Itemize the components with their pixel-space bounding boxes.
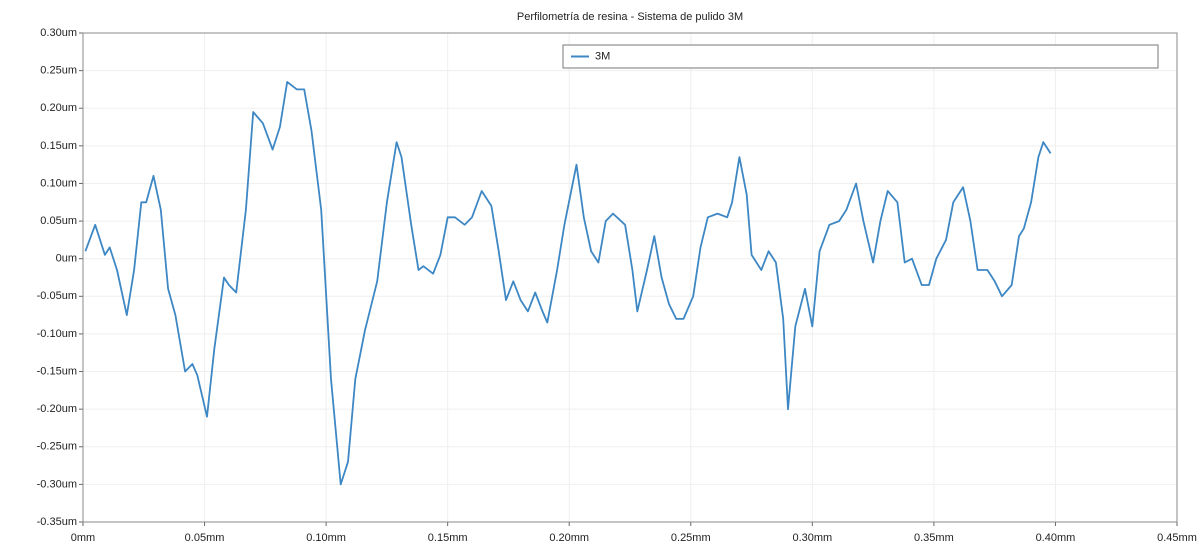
y-tick-label: 0um (56, 253, 77, 265)
plot-frame (82, 32, 1178, 523)
y-tick-label: -0.20um (37, 403, 77, 415)
x-tick-label: 0.45mm (1157, 532, 1197, 544)
y-tick-label: 0.05um (40, 215, 77, 227)
y-tick-label: -0.05um (37, 290, 77, 302)
x-tick-label: 0.20mm (549, 532, 589, 544)
y-tick-label: 0.25um (40, 65, 77, 77)
plot-area (83, 33, 1177, 522)
y-tick-label: -0.10um (37, 328, 77, 340)
legend-box (562, 44, 1159, 69)
x-tick-label: 0.35mm (914, 532, 954, 544)
y-tick-label: -0.25um (37, 441, 77, 453)
y-tick-label: -0.30um (37, 478, 77, 490)
y-tick-label: 0.20um (40, 102, 77, 114)
x-tick-label: 0.05mm (185, 532, 225, 544)
y-tick-label: 0.10um (40, 177, 77, 189)
chart-title: Perfilometría de resina - Sistema de pul… (517, 11, 743, 23)
x-tick-label: 0.40mm (1036, 532, 1076, 544)
y-tick-label: 0.15um (40, 140, 77, 152)
x-tick-label: 0.10mm (306, 532, 346, 544)
data-line (84, 81, 1052, 486)
x-tick-label: 0.15mm (428, 532, 468, 544)
y-tick-label: -0.15um (37, 365, 77, 377)
x-tick-label: 0.25mm (671, 532, 711, 544)
x-tick-label: 0mm (71, 532, 95, 544)
y-tick-label: -0.35um (37, 516, 77, 528)
y-tick-label: 0.30um (40, 27, 77, 39)
legend-label: 3M (595, 50, 610, 62)
x-tick-label: 0.30mm (792, 532, 832, 544)
